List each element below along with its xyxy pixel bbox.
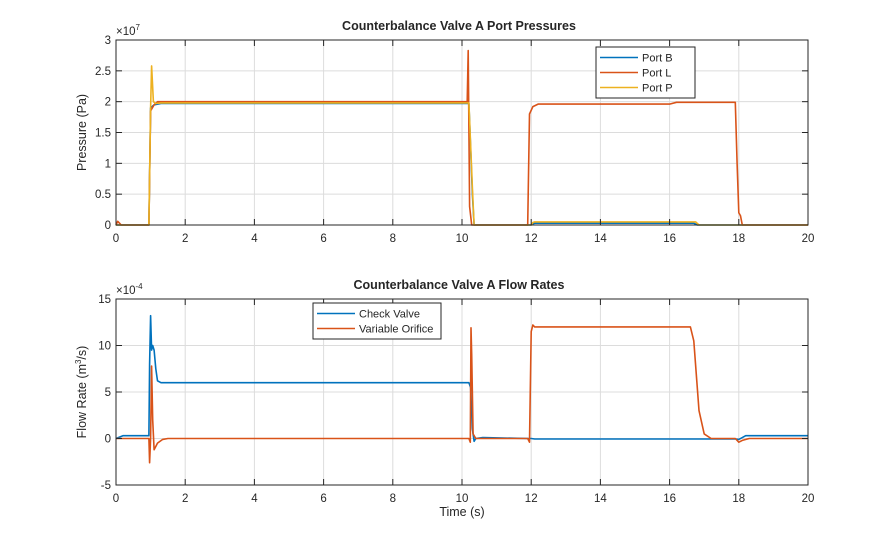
pressure-exponent-base: ×10 [116, 26, 136, 38]
x-tick-label: 8 [390, 233, 396, 245]
y-tick-label: 3 [105, 35, 111, 47]
series-line-variable-orifice [116, 324, 808, 464]
x-tick-label: 12 [525, 493, 538, 505]
pressure-exponent-label: ×107 [116, 23, 141, 38]
flow-exponent-label: ×10-4 [116, 282, 143, 297]
pressure-ticks: 0 2 4 6 8 10 12 14 16 18 20 0 0.5 1 1.5 2 2.5 3 [95, 35, 814, 245]
legend-entry: Port B [642, 53, 673, 65]
flow-xlabel: Time (s) [439, 505, 484, 519]
legend-entry: Port L [642, 68, 671, 80]
flow-legend[interactable]: Check Valve Variable Orifice [312, 302, 442, 340]
y-tick-label: 15 [98, 294, 111, 306]
pressure-legend[interactable]: Port B Port L Port P [595, 46, 696, 99]
pressure-exponent-power: 7 [136, 23, 141, 32]
x-tick-label: 14 [594, 493, 607, 505]
y-tick-label: 0.5 [95, 189, 111, 201]
x-tick-label: 16 [663, 493, 676, 505]
flow-ylabel-end: /s) [75, 346, 89, 360]
legend-entry: Check Valve [359, 309, 420, 321]
y-tick-label: -5 [101, 480, 111, 492]
series-line-port-p [116, 65, 808, 226]
pressure-title: Counterbalance Valve A Port Pressures [342, 19, 576, 33]
x-tick-label: 2 [182, 233, 188, 245]
y-tick-label: 1 [105, 158, 111, 170]
y-tick-label: 1.5 [95, 128, 111, 140]
x-tick-label: 14 [594, 233, 607, 245]
x-tick-label: 0 [113, 233, 119, 245]
x-tick-label: 4 [251, 493, 258, 505]
flow-gridlines [116, 299, 808, 485]
x-tick-label: 8 [390, 493, 396, 505]
x-tick-label: 6 [320, 493, 326, 505]
pressure-axes: 0 2 4 6 8 10 12 14 16 18 20 0 0.5 1 1.5 2 2.5 3 Counterba… [75, 19, 814, 245]
flow-title: Counterbalance Valve A Flow Rates [354, 278, 565, 292]
x-tick-label: 0 [113, 493, 119, 505]
x-tick-label: 2 [182, 493, 188, 505]
y-tick-label: 2 [105, 97, 111, 109]
x-tick-label: 10 [456, 493, 469, 505]
y-tick-label: 10 [98, 341, 111, 353]
y-tick-label: 0 [105, 220, 111, 232]
flow-ylabel-sup: 3 [74, 359, 83, 364]
x-tick-label: 10 [456, 233, 469, 245]
flow-lines [115, 314, 808, 464]
y-tick-label: 5 [105, 387, 111, 399]
x-tick-label: 16 [663, 233, 676, 245]
legend-entry: Variable Orifice [359, 324, 433, 336]
x-tick-label: 12 [525, 233, 538, 245]
flow-ylabel: Flow Rate (m3/s) [74, 346, 89, 439]
x-tick-label: 20 [802, 233, 815, 245]
legend-entry: Port P [642, 83, 673, 95]
pressure-gridlines [116, 40, 808, 225]
y-tick-label: 0 [105, 434, 111, 446]
legend-box [312, 302, 442, 340]
flow-ylabel-main: Flow Rate (m [75, 364, 89, 438]
pressure-ylabel: Pressure (Pa) [75, 94, 89, 171]
x-tick-label: 6 [320, 233, 326, 245]
x-tick-label: 20 [802, 493, 815, 505]
flow-exponent-power: -4 [136, 282, 144, 291]
x-tick-label: 18 [732, 233, 745, 245]
x-tick-label: 18 [732, 493, 745, 505]
x-tick-label: 4 [251, 233, 258, 245]
flow-exponent-base: ×10 [116, 285, 136, 297]
y-tick-label: 2.5 [95, 66, 111, 78]
